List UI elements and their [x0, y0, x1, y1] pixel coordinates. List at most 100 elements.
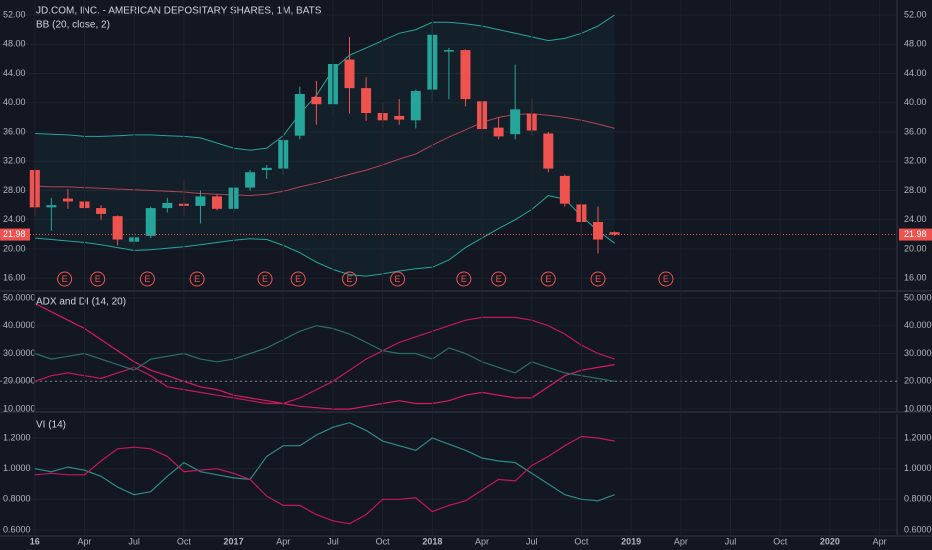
y-tick-label: 52.00	[904, 9, 927, 19]
candle-body	[261, 167, 272, 171]
x-tick-label: Jul	[327, 536, 339, 546]
candle-body	[361, 88, 372, 114]
series-line	[34, 422, 615, 502]
x-tick-label: Jul	[526, 536, 538, 546]
earnings-label[interactable]: E	[461, 274, 467, 284]
earnings-marker[interactable]	[590, 271, 606, 287]
y-tick-label: 30.0000	[904, 348, 932, 358]
candle-body	[46, 205, 57, 208]
earnings-marker[interactable]	[658, 271, 674, 287]
earnings-marker[interactable]	[540, 271, 556, 287]
y-tick-label: 36.00	[904, 126, 927, 136]
x-tick-label: Oct	[376, 536, 391, 546]
y-tick-label: 44.00	[904, 68, 927, 78]
y-tick-label: 28.00	[904, 185, 927, 195]
y-tick-label: 50.0000	[3, 292, 36, 302]
x-tick-label: 2017	[224, 536, 244, 546]
x-tick-label: Oct	[177, 536, 192, 546]
series-line	[34, 302, 615, 410]
earnings-marker[interactable]	[57, 271, 73, 287]
earnings-marker[interactable]	[189, 271, 205, 287]
earnings-marker[interactable]	[257, 271, 273, 287]
y-tick-label: 16.00	[904, 273, 927, 283]
y-tick-label: 0.8000	[904, 494, 932, 504]
earnings-marker[interactable]	[456, 271, 472, 287]
y-tick-label: 1.0000	[3, 463, 31, 473]
candle-body	[195, 196, 206, 206]
y-tick-label: 52.00	[3, 9, 26, 19]
x-tick-label: 2019	[621, 536, 641, 546]
y-tick-label: 50.0000	[904, 292, 932, 302]
earnings-label[interactable]: E	[545, 274, 551, 284]
candle-body	[394, 115, 405, 120]
x-tick-label: Jul	[725, 536, 737, 546]
earnings-marker[interactable]	[290, 271, 306, 287]
earnings-label[interactable]: E	[663, 274, 669, 284]
earnings-label[interactable]: E	[496, 274, 502, 284]
band-line	[34, 195, 615, 277]
earnings-label[interactable]: E	[395, 274, 401, 284]
candle-body	[245, 172, 256, 188]
last-price-label: 21.98	[3, 229, 26, 239]
y-tick-label: 1.0000	[904, 463, 932, 473]
earnings-label[interactable]: E	[144, 274, 150, 284]
earnings-label[interactable]: E	[95, 274, 101, 284]
earnings-label[interactable]: E	[347, 274, 353, 284]
earnings-marker[interactable]	[342, 271, 358, 287]
candle-body	[311, 96, 322, 105]
last-price-tag	[899, 228, 932, 241]
candle-body	[112, 216, 123, 240]
candle-body	[96, 208, 107, 214]
x-tick-label: Apr	[276, 536, 290, 546]
y-tick-label: 0.6000	[3, 524, 31, 534]
candle-body	[493, 127, 504, 137]
y-tick-label: 24.00	[904, 214, 927, 224]
candle-body	[609, 232, 620, 235]
earnings-marker[interactable]	[90, 271, 106, 287]
y-tick-label: 40.00	[3, 97, 26, 107]
y-tick-label: 20.0000	[904, 376, 932, 386]
candle-body	[410, 91, 421, 121]
candle-body	[510, 109, 521, 135]
earnings-marker[interactable]	[390, 271, 406, 287]
series-line	[34, 316, 615, 405]
y-tick-label: 10.0000	[3, 403, 36, 413]
series-line	[34, 435, 615, 525]
y-tick-label: 20.00	[904, 243, 927, 253]
candle-body	[344, 59, 355, 89]
candle-body	[460, 50, 471, 100]
y-tick-label: 40.0000	[904, 320, 932, 330]
y-tick-label: 40.00	[904, 97, 927, 107]
x-tick-label: Apr	[77, 536, 91, 546]
x-tick-label: 2018	[422, 536, 442, 546]
x-tick-label: Apr	[873, 536, 887, 546]
earnings-label[interactable]: E	[62, 274, 68, 284]
y-tick-label: 0.8000	[3, 494, 31, 504]
y-tick-label: 24.00	[3, 214, 26, 224]
candle-body	[593, 221, 603, 240]
pane-subtitle: BB (20, close, 2)	[36, 20, 110, 31]
pane-title: JD.COM, INC. - AMERICAN DEPOSITARY SHARE…	[36, 6, 322, 17]
y-tick-label: 1.2000	[904, 432, 932, 442]
candle-body	[62, 198, 73, 202]
earnings-label[interactable]: E	[262, 274, 268, 284]
x-tick-label: Apr	[475, 536, 489, 546]
candle-body	[559, 175, 570, 204]
earnings-label[interactable]: E	[194, 274, 200, 284]
y-tick-label: 32.00	[904, 156, 927, 166]
y-tick-label: 20.00	[3, 243, 26, 253]
y-tick-label: 0.6000	[904, 524, 932, 534]
candle-body	[145, 208, 156, 236]
y-tick-label: 40.0000	[3, 320, 36, 330]
pane-title: ADX and DI (14, 20)	[36, 297, 126, 308]
y-tick-label: 36.00	[3, 126, 26, 136]
earnings-marker[interactable]	[139, 271, 155, 287]
earnings-label[interactable]: E	[295, 274, 301, 284]
y-tick-label: 16.00	[3, 273, 26, 283]
x-tick-label: Apr	[674, 536, 688, 546]
earnings-marker[interactable]	[491, 271, 507, 287]
candle-body	[294, 93, 305, 136]
earnings-label[interactable]: E	[595, 274, 601, 284]
y-tick-label: 44.00	[3, 68, 26, 78]
